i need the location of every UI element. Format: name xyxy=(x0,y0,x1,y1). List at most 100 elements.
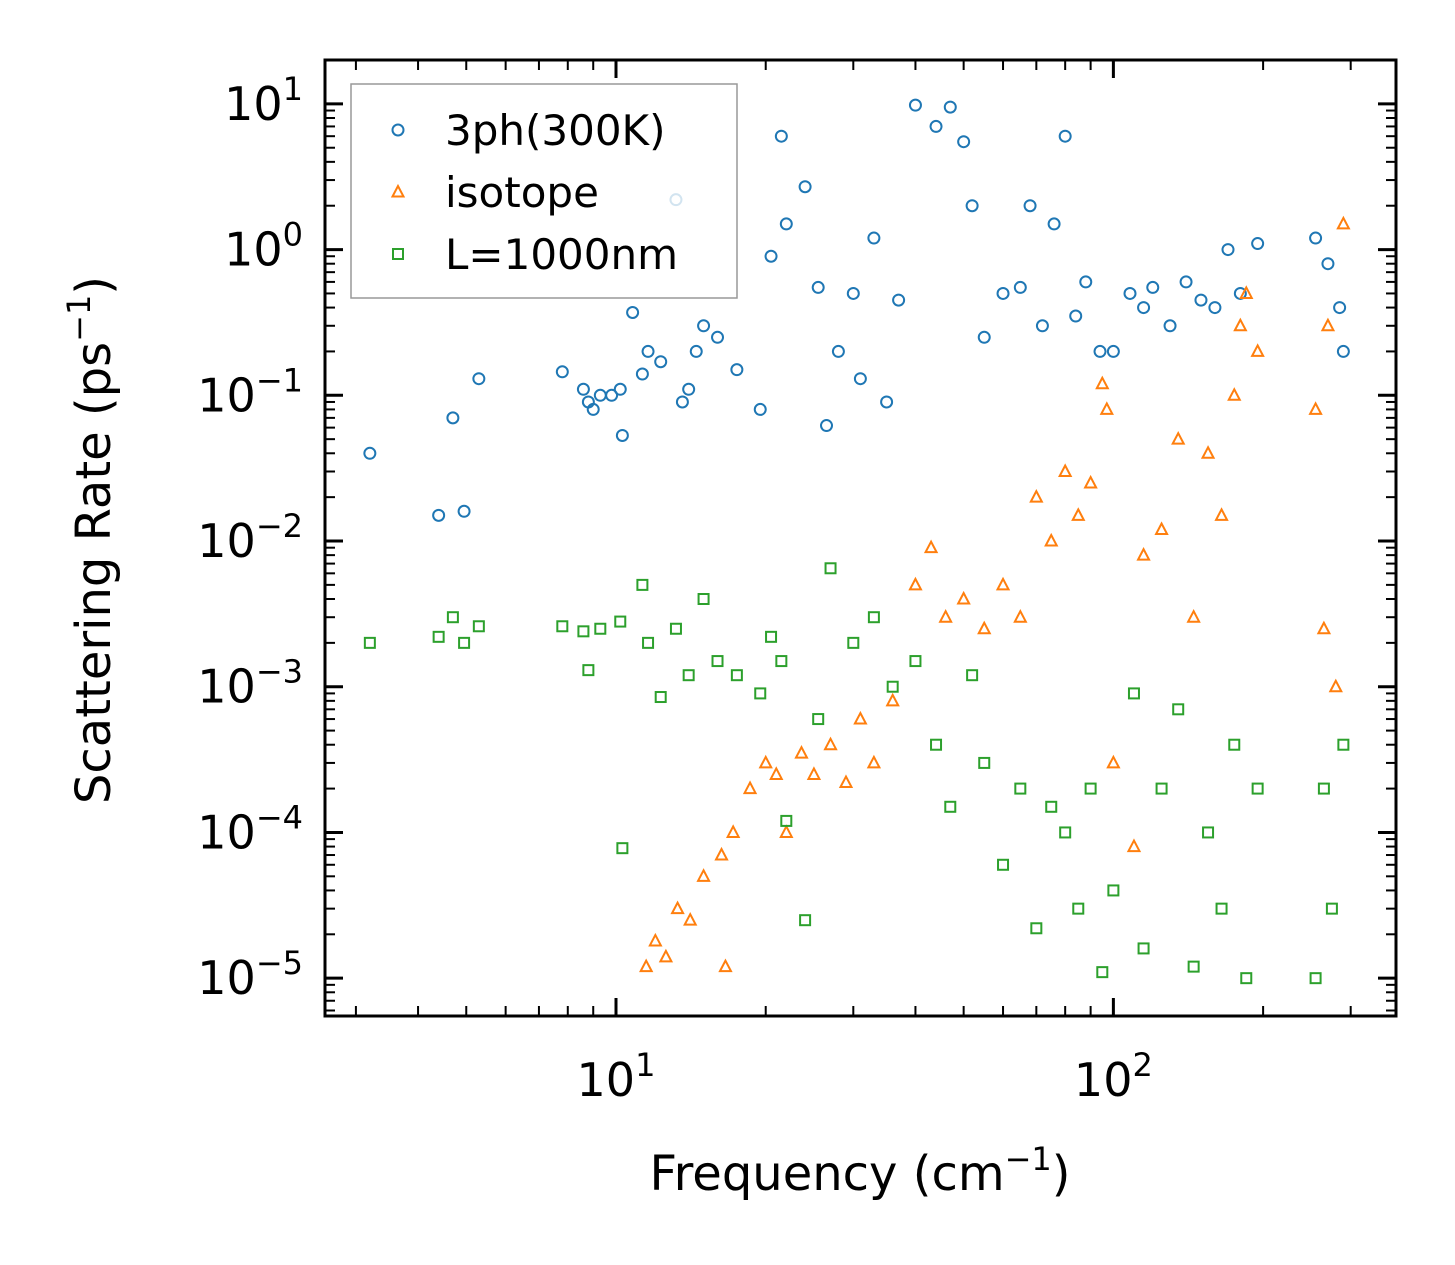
x-tick-label: 102 xyxy=(1074,1046,1153,1107)
data-point xyxy=(615,428,629,442)
data-point xyxy=(683,912,698,926)
data-point xyxy=(555,365,569,379)
data-point xyxy=(774,129,788,143)
data-point xyxy=(689,344,703,358)
data-point xyxy=(1058,129,1072,143)
legend-label-1: isotope xyxy=(445,168,599,217)
y-tick-label: 101 xyxy=(224,70,303,131)
data-point xyxy=(1309,231,1323,245)
y-tick-label: 10−5 xyxy=(197,944,303,1005)
data-point xyxy=(1137,942,1150,955)
data-point xyxy=(880,395,894,409)
data-point xyxy=(758,754,773,769)
data-point xyxy=(780,814,793,827)
data-point xyxy=(432,508,446,522)
series-2 xyxy=(363,562,1350,985)
data-point xyxy=(923,539,939,554)
data-point xyxy=(593,388,607,402)
data-point xyxy=(648,932,663,947)
data-point xyxy=(472,620,485,633)
legend-label-2: L=1000nm xyxy=(445,230,678,279)
data-point xyxy=(1221,243,1235,257)
data-point xyxy=(908,576,923,591)
data-point xyxy=(1208,301,1222,315)
data-point xyxy=(823,736,838,751)
data-point xyxy=(892,293,906,307)
data-point xyxy=(1163,319,1177,333)
data-point xyxy=(1127,687,1140,700)
data-point xyxy=(978,756,991,769)
data-point xyxy=(820,419,834,433)
data-point xyxy=(977,620,992,635)
legend-marker-1 xyxy=(390,183,406,198)
data-point xyxy=(1194,293,1208,307)
data-point xyxy=(613,382,627,396)
data-point xyxy=(582,664,595,677)
data-point xyxy=(594,622,607,635)
legend-box xyxy=(350,83,738,299)
data-point xyxy=(1069,309,1083,323)
data-point xyxy=(1126,838,1142,853)
data-point xyxy=(909,655,922,668)
data-point xyxy=(675,395,689,409)
data-point xyxy=(765,630,778,643)
data-point xyxy=(1072,902,1085,915)
data-point xyxy=(1214,507,1229,521)
data-point xyxy=(730,669,743,682)
data-point xyxy=(811,280,825,294)
data-point xyxy=(1309,972,1322,985)
data-point xyxy=(1317,782,1330,795)
data-point xyxy=(1316,620,1332,635)
y-tick-label: 10−2 xyxy=(197,507,303,568)
data-point xyxy=(696,868,711,882)
data-point xyxy=(754,687,767,700)
data-point xyxy=(1333,301,1347,315)
data-point xyxy=(363,446,377,460)
data-point xyxy=(1251,237,1265,251)
data-point xyxy=(867,611,880,624)
data-point xyxy=(908,98,922,112)
data-point xyxy=(1079,275,1093,289)
data-point xyxy=(616,842,629,855)
data-point xyxy=(779,824,794,838)
data-point xyxy=(1023,199,1037,213)
data-point xyxy=(1325,902,1338,915)
data-point xyxy=(697,593,710,606)
y-tick-label: 10−1 xyxy=(197,361,303,422)
data-point xyxy=(725,824,741,838)
data-point xyxy=(730,363,744,377)
data-point xyxy=(1171,431,1186,445)
data-point xyxy=(886,680,899,693)
data-point xyxy=(669,622,682,635)
data-point xyxy=(1172,703,1185,716)
data-point xyxy=(866,754,882,769)
data-point xyxy=(929,119,943,133)
x-tick-label: 101 xyxy=(577,1046,656,1107)
data-point xyxy=(1029,488,1044,503)
data-point xyxy=(458,636,471,649)
data-point xyxy=(1123,286,1137,300)
data-point xyxy=(831,344,845,358)
data-point xyxy=(1154,521,1169,535)
data-point xyxy=(556,620,569,633)
data-point xyxy=(670,900,685,915)
data-point xyxy=(965,199,979,213)
data-point xyxy=(1308,401,1323,415)
data-point xyxy=(682,669,695,682)
data-point xyxy=(658,948,674,963)
data-point xyxy=(798,180,812,194)
data-point xyxy=(1336,344,1350,358)
series-1 xyxy=(639,215,1351,973)
data-point xyxy=(799,914,812,927)
data-point xyxy=(626,306,640,320)
data-point xyxy=(779,217,793,231)
data-point xyxy=(1233,317,1248,332)
data-point xyxy=(944,800,957,813)
tick-labels: 101 102 101 100 10−1 10−2 10−3 10−4 10−5 xyxy=(197,70,1153,1107)
data-point xyxy=(446,411,460,425)
legend-marker-0 xyxy=(391,123,405,137)
data-point xyxy=(1155,782,1168,795)
data-point xyxy=(577,625,590,638)
data-point xyxy=(1137,301,1151,315)
